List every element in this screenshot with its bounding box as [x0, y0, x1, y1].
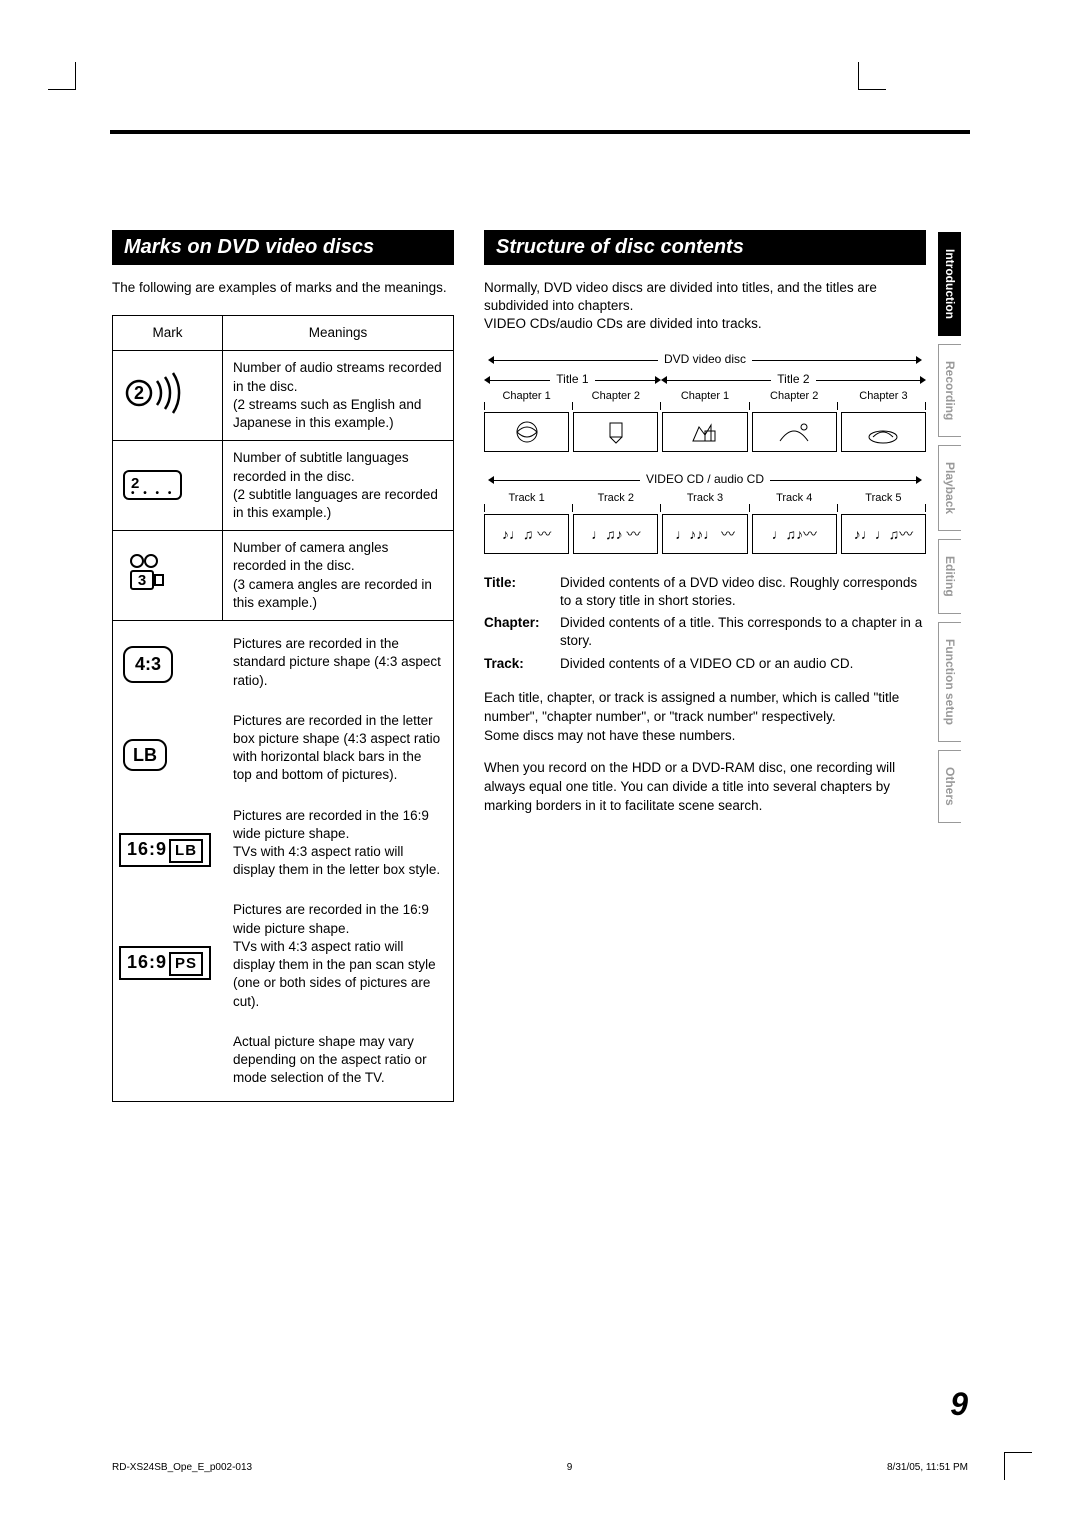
cd-track-label: Track 2	[573, 492, 658, 504]
chapter-panel	[752, 412, 837, 452]
section-title-marks: Marks on DVD video discs	[112, 230, 454, 265]
dvd-ch-label: Chapter 2	[573, 390, 658, 402]
dvd-title1: Title 1	[550, 372, 594, 386]
mark-lb-icon: LB	[113, 708, 223, 803]
track-panel: ♩♫♪〰	[752, 514, 837, 554]
track-panel: ♩♫♪ 〰	[573, 514, 658, 554]
track-panel: ♪♩♫ 〰	[484, 514, 569, 554]
mark-169lb-meaning: Pictures are recorded in the 16:9 wide p…	[223, 803, 453, 898]
mark-note-meaning: Actual picture shape may vary depending …	[223, 1029, 453, 1102]
th-mark: Mark	[113, 316, 223, 351]
dvd-ch-label: Chapter 1	[484, 390, 569, 402]
page-number: 9	[950, 1386, 968, 1423]
dvd-diagram: DVD video disc Title 1 Title 2 Chapter 1…	[484, 352, 926, 452]
footer-timestamp: 8/31/05, 11:51 PM	[887, 1462, 968, 1473]
mark-angle-meaning: Number of camera angles recorded in the …	[223, 531, 454, 621]
para-numbers: Each title, chapter, or track is assigne…	[484, 689, 926, 746]
dvd-ch-label: Chapter 3	[841, 390, 926, 402]
cd-track-label: Track 3	[662, 492, 747, 504]
intro-left: The following are examples of marks and …	[112, 279, 454, 297]
th-meanings: Meanings	[223, 316, 454, 351]
dvd-ch-label: Chapter 2	[752, 390, 837, 402]
definitions: Title:Divided contents of a DVD video di…	[484, 574, 926, 673]
section-title-structure: Structure of disc contents	[484, 230, 926, 265]
mark-169lb-icon: 16:9LB	[113, 803, 223, 898]
footer-page: 9	[567, 1462, 573, 1473]
mark-lb-meaning: Pictures are recorded in the letter box …	[223, 708, 453, 803]
mark-audio-icon: 2	[113, 351, 223, 441]
crop-mark	[858, 62, 886, 90]
mark-angle-icon: 3	[113, 531, 223, 621]
intro-right: Normally, DVD video discs are divided in…	[484, 279, 926, 334]
crop-mark	[48, 62, 76, 90]
dvd-ch-label: Chapter 1	[662, 390, 747, 402]
marks-table: Mark Meanings 2 Number	[112, 315, 454, 1102]
def-desc: Divided contents of a DVD video disc. Ro…	[560, 574, 926, 610]
cd-diagram: VIDEO CD / audio CD Track 1 Track 2 Trac…	[484, 472, 926, 554]
def-term: Title:	[484, 574, 552, 610]
mark-169ps-meaning: Pictures are recorded in the 16:9 wide p…	[223, 897, 453, 1028]
chapter-panel	[841, 412, 926, 452]
mark-subtitle-icon: 2 • • • •	[113, 441, 223, 531]
chapter-panel	[484, 412, 569, 452]
footer-filename: RD-XS24SB_Ope_E_p002-013	[112, 1462, 252, 1473]
left-column: Marks on DVD video discs The following a…	[112, 230, 454, 1102]
mark-audio-meaning: Number of audio streams recorded in the …	[223, 351, 454, 441]
mark-43-meaning: Pictures are recorded in the standard pi…	[223, 621, 453, 708]
track-panel: ♩♪♪♩ 〰	[662, 514, 747, 554]
footer: RD-XS24SB_Ope_E_p002-013 9 8/31/05, 11:5…	[112, 1462, 968, 1473]
svg-text:2: 2	[134, 383, 144, 403]
def-desc: Divided contents of a VIDEO CD or an aud…	[560, 655, 926, 673]
svg-text:3: 3	[138, 572, 146, 589]
chapter-panel	[662, 412, 747, 452]
mark-43-icon: 4:3	[113, 621, 223, 708]
para-recording: When you record on the HDD or a DVD-RAM …	[484, 759, 926, 816]
def-term: Track:	[484, 655, 552, 673]
crop-mark	[1004, 1452, 1032, 1480]
cd-track-label: Track 5	[841, 492, 926, 504]
def-term: Chapter:	[484, 614, 552, 650]
dvd-title2: Title 2	[771, 372, 815, 386]
dvd-disc-label: DVD video disc	[658, 352, 752, 366]
header-rule	[110, 130, 970, 134]
chapter-panel	[573, 412, 658, 452]
track-panel: ♪♩♩♫〰	[841, 514, 926, 554]
cd-track-label: Track 4	[752, 492, 837, 504]
mark-169ps-icon: 16:9PS	[113, 897, 223, 1028]
cd-disc-label: VIDEO CD / audio CD	[640, 472, 770, 486]
def-desc: Divided contents of a title. This corres…	[560, 614, 926, 650]
mark-subtitle-meaning: Number of subtitle languages recorded in…	[223, 441, 454, 531]
cd-track-label: Track 1	[484, 492, 569, 504]
right-column: Structure of disc contents Normally, DVD…	[484, 230, 966, 1102]
